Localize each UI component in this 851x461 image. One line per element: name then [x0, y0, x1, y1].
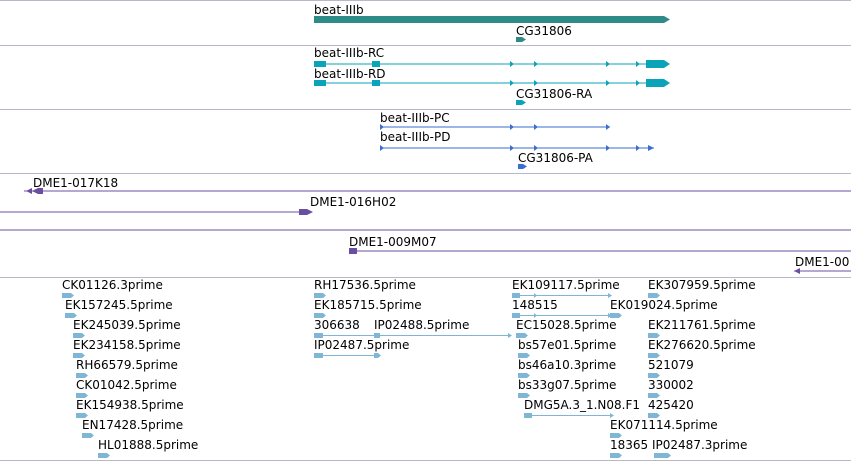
est-label: EK019024.5prime: [610, 298, 718, 312]
protein-track: beat-IIIb-PC beat-IIIb-PD CG31806-PA: [0, 110, 851, 173]
est-feature[interactable]: [648, 412, 662, 419]
est-feature[interactable]: [648, 352, 662, 359]
est-feature[interactable]: [512, 292, 614, 299]
est-label: EK234158.5prime: [73, 338, 181, 352]
est-label: IP02487.3prime: [652, 438, 748, 452]
est-feature[interactable]: [314, 332, 514, 339]
est-label: EK109117.5prime: [512, 278, 620, 292]
protein-feature[interactable]: [380, 144, 670, 152]
track-separator: [0, 45, 851, 46]
est-label: 425420: [648, 398, 694, 412]
protein-feature[interactable]: [380, 123, 620, 131]
clone-label: DME1-016H02: [310, 195, 397, 209]
protein-feature[interactable]: [518, 163, 530, 171]
protein-label: beat-IIIb-PD: [380, 130, 451, 144]
rna-transcript-track: beat-IIIb-RC beat-IIIb-RD CG31806-RA: [0, 46, 851, 109]
clone-track: DME1-017K18 DME1-016H02 DME1-009M07 DME1…: [0, 174, 851, 277]
est-feature[interactable]: [648, 392, 662, 399]
clone-feature[interactable]: [0, 208, 851, 216]
est-label: IP02487.5prime: [314, 338, 410, 352]
est-label: IP02488.5prime: [374, 318, 470, 332]
est-label: EC15028.5prime: [516, 318, 617, 332]
est-label: bs33g07.5prime: [518, 378, 617, 392]
transcript-label: beat-IIIb-RD: [314, 67, 386, 81]
est-feature[interactable]: [648, 372, 662, 379]
track-separator: [0, 173, 851, 174]
est-feature[interactable]: [610, 432, 624, 439]
transcript-label: CG31806-RA: [516, 87, 593, 101]
est-label: bs46a10.3prime: [518, 358, 617, 372]
est-label: EK245039.5prime: [73, 318, 181, 332]
est-feature[interactable]: [73, 332, 87, 339]
est-feature[interactable]: [610, 452, 624, 459]
clone-label: DME1-009M07: [349, 235, 437, 249]
est-feature[interactable]: [610, 312, 624, 319]
transcript-label: beat-IIIb-RC: [314, 46, 385, 60]
transcript-feature[interactable]: [314, 78, 674, 88]
est-feature[interactable]: [518, 352, 532, 359]
gene-track: beat-IIIb CG31806: [0, 0, 851, 45]
est-label: EK307959.5prime: [648, 278, 756, 292]
clone-feature[interactable]: [0, 228, 851, 232]
est-track: CK01126.3prime EK157245.5prime EK245039.…: [0, 278, 851, 460]
clone-label: DME1-017K18: [33, 176, 119, 190]
est-feature[interactable]: [516, 332, 530, 339]
transcript-feature[interactable]: [516, 99, 528, 107]
protein-label: beat-IIIb-PC: [380, 111, 450, 125]
clone-label: DME1-00: [795, 255, 850, 269]
est-label: 18365: [610, 438, 649, 452]
est-feature[interactable]: [76, 372, 90, 379]
est-label: bs57e01.5prime: [518, 338, 617, 352]
clone-feature[interactable]: [0, 187, 851, 195]
est-label: 330002: [648, 378, 694, 392]
clone-feature[interactable]: [349, 247, 851, 255]
est-label: CK01126.3prime: [62, 278, 163, 292]
est-feature[interactable]: [76, 392, 90, 399]
track-separator: [0, 0, 851, 1]
est-label: RH66579.5prime: [76, 358, 178, 372]
est-label: EK154938.5prime: [76, 398, 184, 412]
est-label: EK185715.5prime: [314, 298, 422, 312]
est-label: EK276620.5prime: [648, 338, 756, 352]
est-label: 521079: [648, 358, 694, 372]
gene-bar: [314, 16, 664, 23]
est-feature[interactable]: [62, 292, 76, 299]
est-feature[interactable]: [82, 432, 96, 439]
est-label: 148515: [512, 298, 558, 312]
est-label: HL01888.5prime: [98, 438, 199, 452]
est-feature[interactable]: [314, 312, 328, 319]
clone-feature[interactable]: [790, 267, 851, 275]
est-feature[interactable]: [314, 292, 328, 299]
est-label: RH17536.5prime: [314, 278, 416, 292]
est-label: EK211761.5prime: [648, 318, 756, 332]
track-separator: [0, 277, 851, 278]
gene-label: beat-IIIb: [314, 3, 364, 17]
est-feature[interactable]: [65, 312, 79, 319]
est-feature[interactable]: [648, 332, 662, 339]
gene-label: CG31806: [516, 24, 572, 38]
gene-feature[interactable]: [314, 15, 674, 25]
est-feature[interactable]: [73, 352, 87, 359]
est-label: CK01042.5prime: [76, 378, 177, 392]
est-feature[interactable]: [518, 372, 532, 379]
est-label: EN17428.5prime: [82, 418, 184, 432]
est-label: DMG5A.3_1.N08.F1: [524, 398, 641, 412]
est-feature[interactable]: [648, 292, 662, 299]
est-feature[interactable]: [518, 392, 532, 399]
est-label: EK157245.5prime: [65, 298, 173, 312]
est-feature[interactable]: [314, 352, 384, 359]
est-feature[interactable]: [524, 412, 616, 419]
est-feature[interactable]: [76, 412, 90, 419]
est-label: 306638: [314, 318, 360, 332]
protein-label: CG31806-PA: [518, 151, 593, 165]
track-separator: [0, 109, 851, 110]
est-label: EK071114.5prime: [610, 418, 718, 432]
gene-arrow: [664, 16, 670, 23]
transcript-feature[interactable]: [314, 59, 674, 69]
est-feature[interactable]: [98, 452, 112, 459]
est-feature[interactable]: [654, 452, 674, 459]
gene-feature[interactable]: [516, 36, 528, 44]
